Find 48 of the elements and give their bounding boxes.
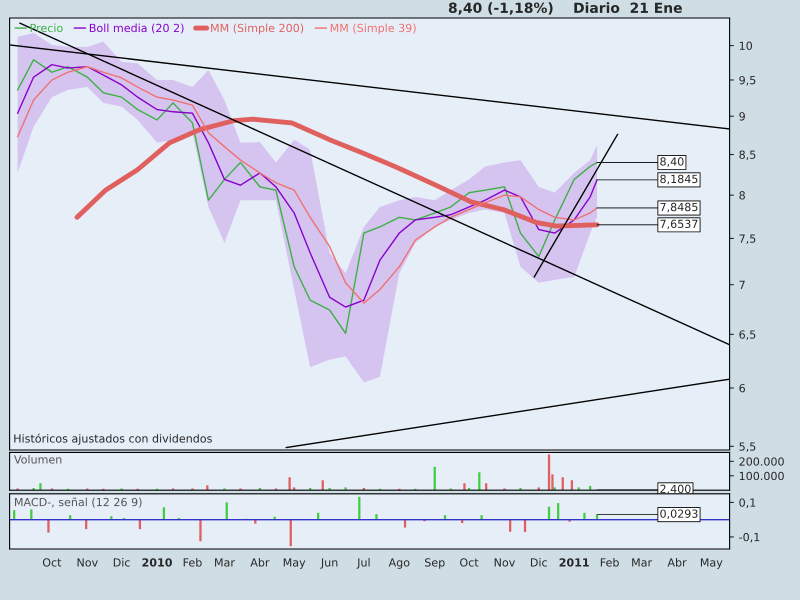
y-tick-label: 5,5 [739, 442, 756, 452]
x-tick-label: Abr [250, 558, 270, 567]
x-tick-label: Oct [460, 558, 478, 567]
x-tick-label: 2010 [142, 558, 172, 567]
y-tick-label: 6 [739, 384, 745, 392]
x-tick-label: Feb [600, 558, 619, 567]
x-tick-label: Nov [494, 558, 515, 567]
chart-title: Volumen [14, 455, 62, 464]
x-tick-label: Jun [320, 558, 338, 569]
annotation: 7,6537 [660, 220, 698, 230]
y-tick-label: -0,1 [739, 532, 760, 542]
y-tick-label: 8 [739, 191, 745, 200]
annotation: 8,1845 [660, 174, 698, 184]
x-tick-label: Mar [632, 558, 652, 567]
x-tick-label: Sep [425, 558, 445, 569]
y-tick-label: 7 [740, 280, 745, 289]
legend-label: MM (Simple 39) [330, 24, 416, 34]
x-tick-label: Nov [78, 558, 98, 567]
y-tick-label: 10 [740, 42, 752, 50]
y-tick-label: 200.000 [739, 457, 784, 466]
chart-title: 8,40 (-1,18%) Diario 21 Ene [448, 2, 682, 15]
y-tick-label: 8,5 [739, 150, 756, 160]
annotation: 0,0293 [660, 509, 698, 519]
annotation: Históricos ajustados con dividendos [14, 434, 212, 445]
annotation: 8,40 [660, 157, 684, 167]
y-tick-label: 100.000 [740, 472, 784, 480]
x-tick-label: May [284, 558, 306, 569]
x-tick-label: May [700, 558, 722, 569]
x-tick-label: Mar [215, 558, 235, 567]
legend-label: Boll media (20 2) [90, 24, 184, 34]
x-tick-label: Jul [356, 558, 370, 569]
x-tick-label: Dic [114, 558, 130, 567]
y-tick-label: 9,5 [739, 76, 756, 86]
legend-label: MM (Simple 200) [211, 24, 304, 34]
legend-label: Precio [30, 24, 63, 32]
x-tick-label: Feb [184, 558, 202, 567]
y-tick-label: 9 [739, 112, 745, 121]
x-tick-label: 2011 [560, 558, 589, 567]
annotation: 2.400 [660, 484, 691, 494]
annotation: 7,8485 [660, 202, 698, 212]
chart-title: MACD-, señal (12 26 9) [15, 497, 142, 508]
y-tick-label: 0,1 [739, 498, 756, 508]
x-tick-label: Abr [668, 558, 687, 567]
x-tick-label: Dic [530, 558, 547, 567]
x-tick-label: Oct [42, 558, 62, 567]
y-tick-label: 6,5 [739, 330, 756, 340]
y-tick-label: 7,5 [740, 234, 756, 244]
x-tick-label: Ago [388, 558, 410, 569]
